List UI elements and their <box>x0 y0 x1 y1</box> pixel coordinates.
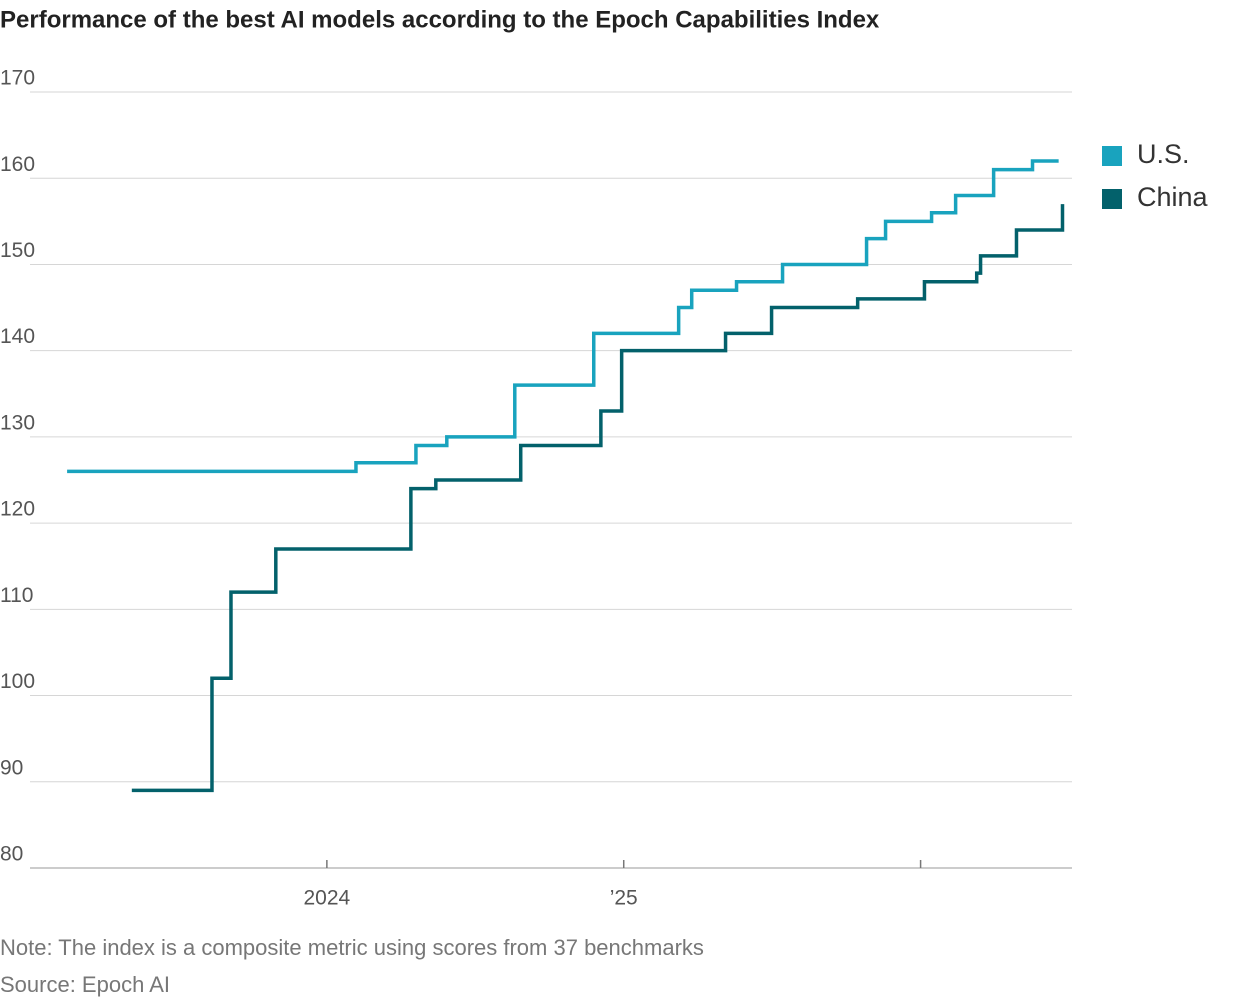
y-tick-label: 90 <box>0 756 23 779</box>
y-tick-label: 160 <box>0 153 35 176</box>
legend-label: U.S. <box>1137 139 1190 169</box>
legend-swatch <box>1102 189 1122 209</box>
y-tick-label: 170 <box>0 67 35 90</box>
y-tick-label: 120 <box>0 498 35 521</box>
y-tick-label: 140 <box>0 325 35 348</box>
series-line <box>131 204 1065 793</box>
y-tick-label: 100 <box>0 670 35 693</box>
legend-swatch <box>1102 146 1122 166</box>
x-tick-label: 2024 <box>304 887 351 910</box>
y-tick-label: 80 <box>0 843 23 866</box>
y-tick-label: 130 <box>0 411 35 434</box>
legend-label: China <box>1137 182 1209 212</box>
series-line <box>67 159 1059 474</box>
y-tick-label: 110 <box>0 584 33 607</box>
chart-title: Performance of the best AI models accord… <box>0 6 880 33</box>
source: Source: Epoch AI <box>0 972 170 997</box>
y-tick-label: 150 <box>0 239 35 262</box>
note: Note: The index is a composite metric us… <box>0 935 704 960</box>
x-tick-label: ’25 <box>610 887 638 910</box>
